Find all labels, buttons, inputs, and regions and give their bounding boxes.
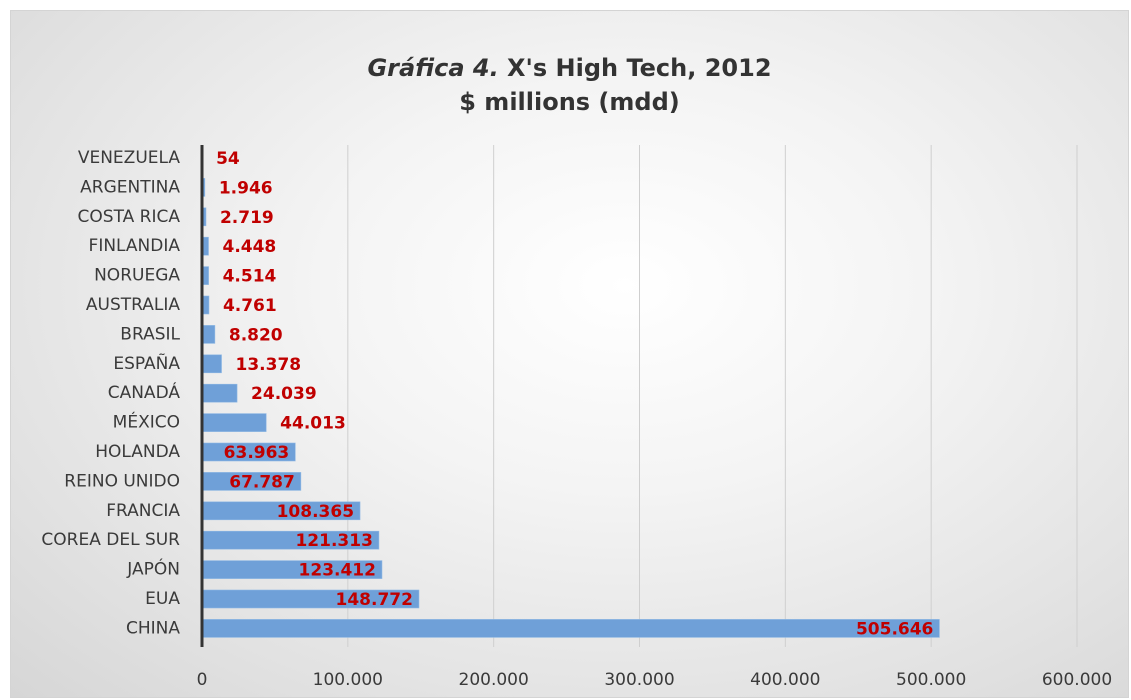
- category-label: HOLANDA: [95, 442, 180, 462]
- x-tick-label: 500.000: [896, 670, 966, 690]
- x-tick-label: 400.000: [750, 670, 820, 690]
- category-label: COSTA RICA: [78, 207, 181, 227]
- bar: [202, 619, 939, 637]
- category-label: FRANCIA: [106, 501, 180, 521]
- bar: [202, 414, 266, 432]
- data-label: 4.761: [223, 296, 277, 316]
- data-label: 123.412: [299, 561, 376, 581]
- category-label: REINO UNIDO: [64, 471, 180, 491]
- data-label: 63.963: [224, 443, 290, 463]
- data-label: 4.514: [223, 267, 277, 287]
- data-label: 148.772: [336, 590, 413, 610]
- data-label: 505.646: [856, 619, 933, 639]
- bar: [202, 355, 222, 373]
- data-label: 54: [216, 149, 240, 169]
- bar: [202, 384, 237, 402]
- x-tick-label: 300.000: [604, 670, 674, 690]
- category-label: CANADÁ: [108, 381, 181, 403]
- data-label: 1.946: [219, 178, 273, 198]
- category-label: NORUEGA: [94, 266, 180, 286]
- data-label: 108.365: [277, 502, 354, 522]
- category-label: FINLANDIA: [89, 236, 181, 256]
- category-label: ESPAÑA: [113, 352, 180, 374]
- x-tick-label: 0: [197, 670, 208, 690]
- x-tick-label: 200.000: [459, 670, 529, 690]
- data-label: 24.039: [251, 384, 317, 404]
- category-label: BRASIL: [120, 324, 180, 344]
- category-label: COREA DEL SUR: [41, 530, 180, 550]
- data-label: 121.313: [295, 531, 372, 551]
- category-label: MÉXICO: [113, 411, 180, 433]
- category-label: EUA: [145, 589, 180, 609]
- category-label: ARGENTINA: [80, 177, 180, 197]
- data-label: 2.719: [220, 208, 274, 228]
- data-label: 44.013: [280, 414, 346, 434]
- x-tick-label: 100.000: [313, 670, 383, 690]
- data-label: 4.448: [222, 237, 276, 257]
- category-label: CHINA: [126, 618, 180, 638]
- data-label: 13.378: [236, 355, 302, 375]
- bar: [202, 325, 215, 343]
- data-label: 8.820: [229, 325, 283, 345]
- category-label: JAPÓN: [126, 558, 180, 580]
- data-label: 67.787: [229, 472, 295, 492]
- category-label: AUSTRALIA: [86, 295, 180, 315]
- x-tick-label: 600.000: [1042, 670, 1112, 690]
- category-label: VENEZUELA: [78, 148, 181, 168]
